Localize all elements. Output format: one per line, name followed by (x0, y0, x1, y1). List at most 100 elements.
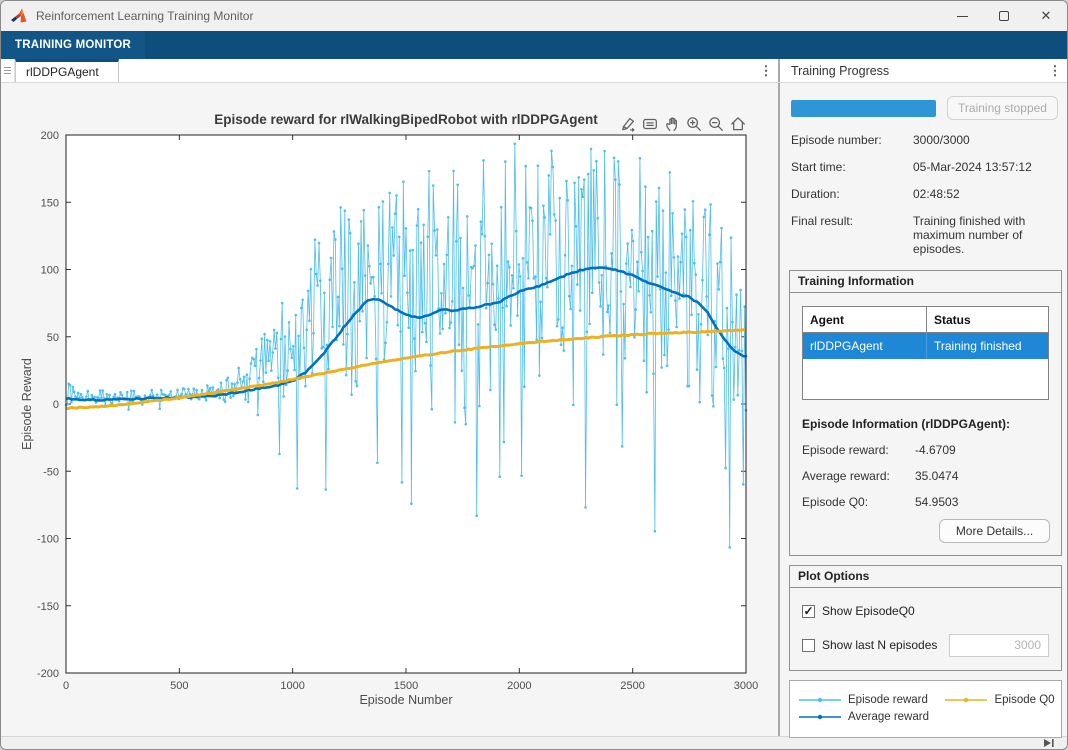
home-icon[interactable] (728, 114, 748, 134)
svg-text:200: 200 (41, 130, 59, 142)
average-reward-value: 35.0474 (915, 469, 959, 483)
matlab-logo-icon (11, 8, 27, 23)
legend-label: Average reward (848, 710, 929, 723)
agent-cell: rlDDPGAgent (803, 333, 927, 359)
svg-text:150: 150 (41, 197, 59, 209)
average-reward-row: Average reward: 35.0474 (802, 469, 1049, 483)
final-result-value: Training finished with maximum number of… (913, 214, 1026, 256)
duration-label: Duration: (791, 187, 840, 201)
ribbon-bar: TRAINING MONITOR (1, 31, 1067, 59)
tab-training-monitor[interactable]: TRAINING MONITOR (1, 31, 146, 59)
legend-line-episode-q0 (945, 697, 988, 702)
svg-text:500: 500 (170, 680, 188, 692)
legend-line-episode-reward (799, 697, 841, 702)
svg-text:-150: -150 (37, 601, 59, 613)
duration-row: Duration: 02:48:52 (791, 187, 1063, 201)
show-episodeq0-label: Show EpisodeQ0 (822, 604, 915, 618)
episode-q0-value: 54.9503 (915, 495, 959, 509)
document-tab-strip: rlDDPGAgent ⋮ (1, 59, 778, 82)
svg-text:50: 50 (47, 332, 59, 344)
svg-text:-50: -50 (43, 466, 59, 478)
episode-number-value: 3000/3000 (913, 133, 970, 147)
svg-text:1500: 1500 (394, 680, 418, 692)
svg-text:2000: 2000 (507, 680, 531, 692)
episode-q0-row: Episode Q0: 54.9503 (802, 495, 1049, 509)
svg-text:3000: 3000 (734, 680, 758, 692)
average-reward-label: Average reward: (802, 469, 890, 483)
panel-divider (778, 59, 780, 82)
doc-tab-label: rlDDPGAgent (26, 65, 99, 79)
chart-legend: Episode reward Average reward Episode Q0 (789, 680, 1062, 738)
agent-status-table: Agent Status rlDDPGAgent Training finish… (802, 306, 1049, 400)
legend-entry-episode-reward: Episode reward (798, 691, 944, 708)
table-row[interactable]: rlDDPGAgent Training finished (803, 333, 1048, 359)
table-header-row: Agent Status (803, 307, 1048, 333)
right-panel-title: Training Progress (791, 63, 890, 78)
title-bar[interactable]: Reinforcement Learning Training Monitor … (1, 1, 1067, 31)
legend-entry-average-reward: Average reward (798, 708, 944, 725)
show-episodeq0-checkbox[interactable]: ✓ (802, 604, 815, 618)
legend-label: Episode reward (848, 693, 928, 706)
start-time-row: Start time: 05-Mar-2024 13:57:12 (791, 160, 1063, 174)
datatips-icon[interactable] (640, 114, 660, 134)
last-n-episodes-input[interactable] (949, 633, 1049, 657)
zoom-out-icon[interactable] (706, 114, 726, 134)
show-last-n-checkbox[interactable] (802, 638, 815, 652)
status-column-header: Status (934, 312, 971, 327)
svg-text:0: 0 (53, 399, 59, 411)
status-bar (1, 736, 1067, 749)
right-panel-menu-icon[interactable]: ⋮ (1048, 62, 1062, 78)
episode-information-title: Episode Information (rlDDPGAgent): (802, 417, 1010, 431)
minimize-button[interactable] (941, 1, 983, 31)
drag-grip-icon[interactable] (1, 59, 15, 82)
progress-fill (791, 99, 936, 117)
plot-options-title: Plot Options (790, 566, 1061, 588)
duration-value: 02:48:52 (913, 187, 960, 201)
legend-label: Episode Q0 (994, 693, 1055, 706)
agent-column-header: Agent (803, 307, 927, 332)
chart-panel-menu-icon[interactable]: ⋮ (759, 62, 773, 78)
export-icon[interactable] (618, 114, 638, 134)
chart-panel: 0 500 1000 1500 2000 2500 3000 -200 -150 -100 -50 0… (1, 83, 778, 736)
status-cell: Training finished (934, 339, 1022, 353)
training-stopped-button[interactable]: Training stopped (947, 96, 1058, 120)
episode-number-label: Episode number: (791, 133, 882, 147)
svg-text:0: 0 (63, 680, 69, 692)
tab-rlddpgagent[interactable]: rlDDPGAgent (15, 59, 119, 82)
svg-text:Episode Reward: Episode Reward (20, 358, 34, 450)
maximize-button[interactable] (983, 1, 1025, 31)
ribbon-tab-label: TRAINING MONITOR (15, 39, 132, 51)
episode-reward-label: Episode reward: (802, 443, 889, 457)
more-details-button[interactable]: More Details... (939, 519, 1050, 543)
reward-chart[interactable]: 0 500 1000 1500 2000 2500 3000 -200 -150 -100 -50 0… (1, 83, 778, 743)
show-last-n-row: Show last N episodes (802, 633, 1049, 657)
episode-reward-value: -4.6709 (915, 443, 956, 457)
zoom-in-icon[interactable] (684, 114, 704, 134)
episode-number-row: Episode number: 3000/3000 (791, 133, 1063, 147)
training-progress-panel: Training stopped Episode number: 3000/30… (780, 83, 1067, 738)
plot-options-section: Plot Options ✓ Show EpisodeQ0 Show last … (789, 565, 1062, 671)
final-result-row: Final result: Training finished with max… (791, 214, 1063, 256)
pan-icon[interactable] (662, 114, 682, 134)
training-progress-header: Training Progress ⋮ (780, 59, 1067, 82)
training-information-section: Training Information Agent Status rlDDPG… (789, 270, 1062, 556)
show-episodeq0-row: ✓ Show EpisodeQ0 (802, 600, 1049, 622)
panel-divider (778, 83, 780, 736)
episode-reward-row: Episode reward: -4.6709 (802, 443, 1049, 457)
svg-text:1000: 1000 (280, 680, 304, 692)
close-button[interactable]: ✕ (1040, 8, 1052, 23)
episode-q0-label: Episode Q0: (802, 495, 869, 509)
collapse-right-panel-icon[interactable] (1043, 738, 1055, 748)
table-empty-area (803, 359, 1048, 399)
svg-text:Episode Number: Episode Number (359, 693, 452, 707)
show-last-n-label: Show last N episodes (822, 638, 938, 652)
legend-line-average-reward (799, 714, 841, 719)
final-result-label: Final result: (791, 214, 854, 228)
axes-toolbar (618, 114, 748, 134)
legend-entry-episode-q0: Episode Q0 (944, 691, 1055, 708)
training-progress-bar (791, 99, 936, 117)
window-title: Reinforcement Learning Training Monitor (36, 9, 254, 23)
svg-text:100: 100 (41, 265, 59, 277)
training-information-title: Training Information (790, 271, 1061, 293)
